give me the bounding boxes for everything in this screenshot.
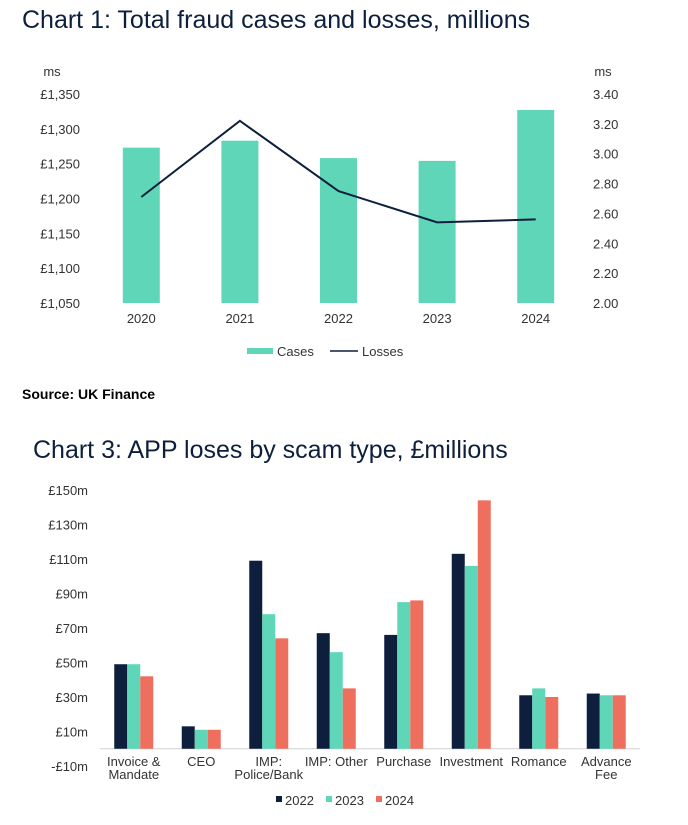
- chart3-legend-swatch-2023: [326, 796, 332, 802]
- chart1-bars: [122, 110, 555, 303]
- chart3-x-tick: Fee: [595, 767, 617, 782]
- chart3-x-tick: Purchase: [376, 754, 431, 769]
- chart3-bar-2024: [342, 688, 356, 749]
- chart1-x-axis: 2020 2021 2022 2023 2024: [127, 311, 550, 326]
- chart3-bar-2024: [410, 600, 424, 749]
- chart3-bar-2023: [532, 688, 546, 749]
- chart1-bar-cases: [122, 147, 160, 303]
- chart3-legend-label-2024: 2024: [385, 793, 414, 808]
- chart1-right-tick: 3.00: [593, 147, 618, 162]
- chart1-legend-label-losses: Losses: [362, 344, 404, 359]
- chart3-bar-2023: [127, 664, 141, 749]
- chart3-legend: 2022 2023 2024: [276, 793, 414, 808]
- chart3-bar-2022: [384, 634, 398, 749]
- chart1-title: Chart 1: Total fraud cases and losses, m…: [22, 6, 531, 34]
- chart3-legend-label-2022: 2022: [285, 793, 314, 808]
- chart3-x-tick: Police/Bank: [234, 767, 303, 782]
- chart3-bar-2024: [545, 697, 559, 749]
- chart3-bar-2022: [249, 560, 263, 749]
- chart3-bar-2022: [316, 633, 330, 749]
- chart3-y-tick: £90m: [55, 587, 88, 602]
- chart3-y-tick: £110m: [49, 552, 88, 567]
- chart1-line: [140, 119, 536, 224]
- chart1-right-tick: 3.40: [593, 87, 618, 102]
- chart3-y-tick: -£10m: [51, 759, 88, 774]
- chart3-y-tick: £70m: [55, 621, 88, 636]
- chart1-left-tick: £1,200: [40, 192, 80, 207]
- chart1-right-tick: 2.60: [593, 206, 618, 221]
- chart1-svg: ms £1,050 £1,100 £1,150 £1,200 £1,250 £1,300 £1…: [40, 64, 618, 359]
- chart3-x-tick: Invoice &: [107, 754, 161, 769]
- chart1-left-tick: £1,050: [40, 296, 80, 311]
- chart1-line-losses: [140, 119, 536, 224]
- chart1-x-tick: 2022: [324, 311, 353, 326]
- chart3-x-tick: CEO: [187, 754, 215, 769]
- chart1-right-axis: ms 2.00 2.20 2.40 2.60 2.80 3.00 3.20 3.40: [593, 64, 618, 311]
- chart3-x-tick: Romance: [511, 754, 567, 769]
- chart3-bar-2023: [464, 565, 478, 749]
- chart1-bar-cases: [517, 110, 555, 303]
- chart1-left-tick: £1,100: [40, 261, 80, 276]
- chart1-right-tick: 2.80: [593, 177, 618, 192]
- chart1-x-tick: 2024: [521, 311, 550, 326]
- chart1-x-tick: 2023: [423, 311, 452, 326]
- chart1-left-tick: £1,250: [40, 157, 80, 172]
- chart3-x-tick: Investment: [439, 754, 503, 769]
- chart3-bar-2023: [194, 729, 208, 749]
- source-note: Source: UK Finance: [22, 386, 156, 402]
- chart3-y-tick: £10m: [55, 725, 88, 740]
- chart3-legend-swatch-2022: [276, 796, 282, 802]
- chart1-bar-cases: [221, 140, 259, 303]
- chart1-x-tick: 2021: [225, 311, 254, 326]
- chart1-left-tick: £1,350: [40, 87, 80, 102]
- chart1-x-tick: 2020: [127, 311, 156, 326]
- chart3-bar-2024: [612, 695, 626, 749]
- chart1-legend-swatch-cases: [247, 348, 273, 354]
- chart1-left-tick: £1,300: [40, 122, 80, 137]
- chart3-bar-2023: [397, 602, 411, 749]
- chart3-bar-2022: [114, 664, 128, 749]
- chart3-bar-2022: [519, 695, 533, 749]
- chart3-legend-swatch-2024: [376, 796, 382, 802]
- chart1-left-axis: ms £1,050 £1,100 £1,150 £1,200 £1,250 £1,300 £1…: [40, 64, 80, 311]
- chart3-x-tick: Mandate: [108, 767, 159, 782]
- chart3-bar-2024: [140, 676, 154, 749]
- chart1-right-tick: 3.20: [593, 117, 618, 132]
- chart1-left-tick: £1,150: [40, 226, 80, 241]
- chart3-bar-2023: [599, 695, 613, 749]
- chart1-right-unit: ms: [594, 64, 612, 79]
- chart3-x-tick: Advance: [581, 754, 632, 769]
- chart1-legend: Cases Losses: [247, 344, 404, 359]
- chart3-bar-2022: [451, 553, 465, 749]
- chart3-y-tick: £30m: [55, 690, 88, 705]
- chart1-right-tick: 2.00: [593, 296, 618, 311]
- chart3-bar-2023: [329, 652, 343, 749]
- chart3-bar-2023: [262, 614, 276, 749]
- chart1-legend-label-cases: Cases: [277, 344, 314, 359]
- chart3-title: Chart 3: APP loses by scam type, £millio…: [33, 436, 508, 464]
- chart1-right-tick: 2.20: [593, 266, 618, 281]
- chart1-left-unit: ms: [43, 64, 61, 79]
- chart3-bar-2024: [275, 638, 289, 749]
- chart3-bar-2022: [181, 726, 195, 749]
- chart3-bar-2022: [586, 693, 600, 749]
- chart1-right-tick: 2.40: [593, 236, 618, 251]
- chart3-y-tick: £130m: [48, 518, 88, 533]
- chart3-y-tick: £150m: [48, 483, 88, 498]
- chart3-x-tick: IMP:: [255, 754, 282, 769]
- chart3-legend-label-2023: 2023: [335, 793, 364, 808]
- chart1-bar-cases: [418, 160, 456, 303]
- chart3-y-tick: £50m: [55, 656, 88, 671]
- chart3-bar-2024: [207, 729, 221, 749]
- chart3-x-tick: IMP: Other: [305, 754, 369, 769]
- chart3-bars: [114, 500, 626, 749]
- chart3-bar-2024: [477, 500, 491, 749]
